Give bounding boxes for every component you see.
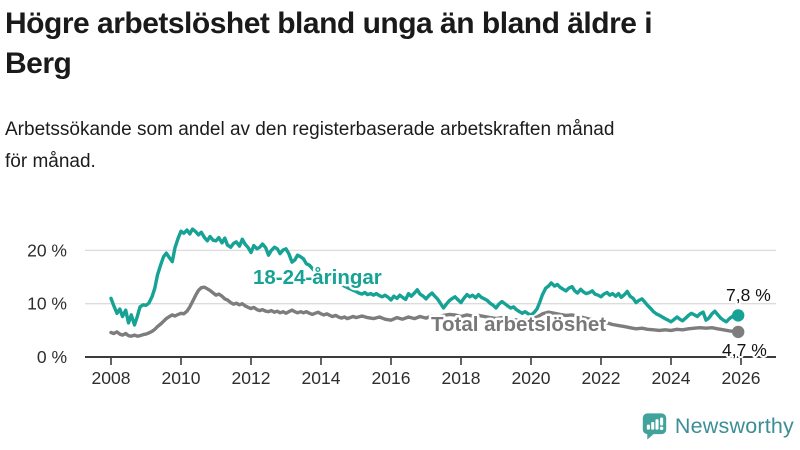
series-end-dot-total: [732, 325, 745, 339]
series-label-total: Total arbetslöshet: [431, 313, 606, 336]
x-axis-tick-label: 2026: [722, 368, 761, 388]
x-axis-tick-label: 2010: [162, 368, 201, 388]
x-axis-tick-label: 2012: [232, 368, 271, 388]
series-line-youth: [109, 227, 740, 327]
x-axis-tick-label: 2020: [512, 368, 551, 388]
y-axis-tick-label: 0 %: [37, 347, 67, 367]
series-line-total: [109, 285, 740, 338]
x-axis-tick-label: 2008: [92, 368, 131, 388]
x-axis-tick-label: 2016: [372, 368, 411, 388]
end-value-label-total: 4,7 %: [722, 340, 767, 360]
series-end-dot-youth: [732, 309, 745, 322]
x-axis-tick-label: 2014: [302, 368, 341, 388]
x-axis-tick-label: 2018: [442, 368, 481, 388]
x-axis-tick-label: 2024: [652, 368, 691, 388]
page-title-line2: Berg: [5, 47, 72, 80]
x-axis-tick-label: 2022: [582, 368, 621, 388]
page-title-line1: Högre arbetslöshet bland unga än bland ä…: [5, 7, 653, 40]
newsworthy-logo-text: Newsworthy: [674, 413, 794, 438]
series-label-youth: 18-24-åringar: [253, 266, 382, 289]
chart-subtitle-line1: Arbetssökande som andel av den registerb…: [5, 119, 615, 140]
y-axis-tick-label: 20 %: [27, 240, 67, 260]
y-axis-tick-label: 10 %: [27, 294, 67, 314]
end-value-label-youth: 7,8 %: [726, 285, 771, 305]
newsworthy-logo-icon: [642, 413, 667, 440]
newsworthy-logo: Newsworthy: [641, 410, 794, 442]
chart-subtitle: Arbetssökande som andel av den registerb…: [5, 114, 795, 178]
chart-subtitle-line2: för månad.: [5, 151, 96, 172]
page-title: Högre arbetslöshet bland unga än bland ä…: [5, 4, 785, 84]
